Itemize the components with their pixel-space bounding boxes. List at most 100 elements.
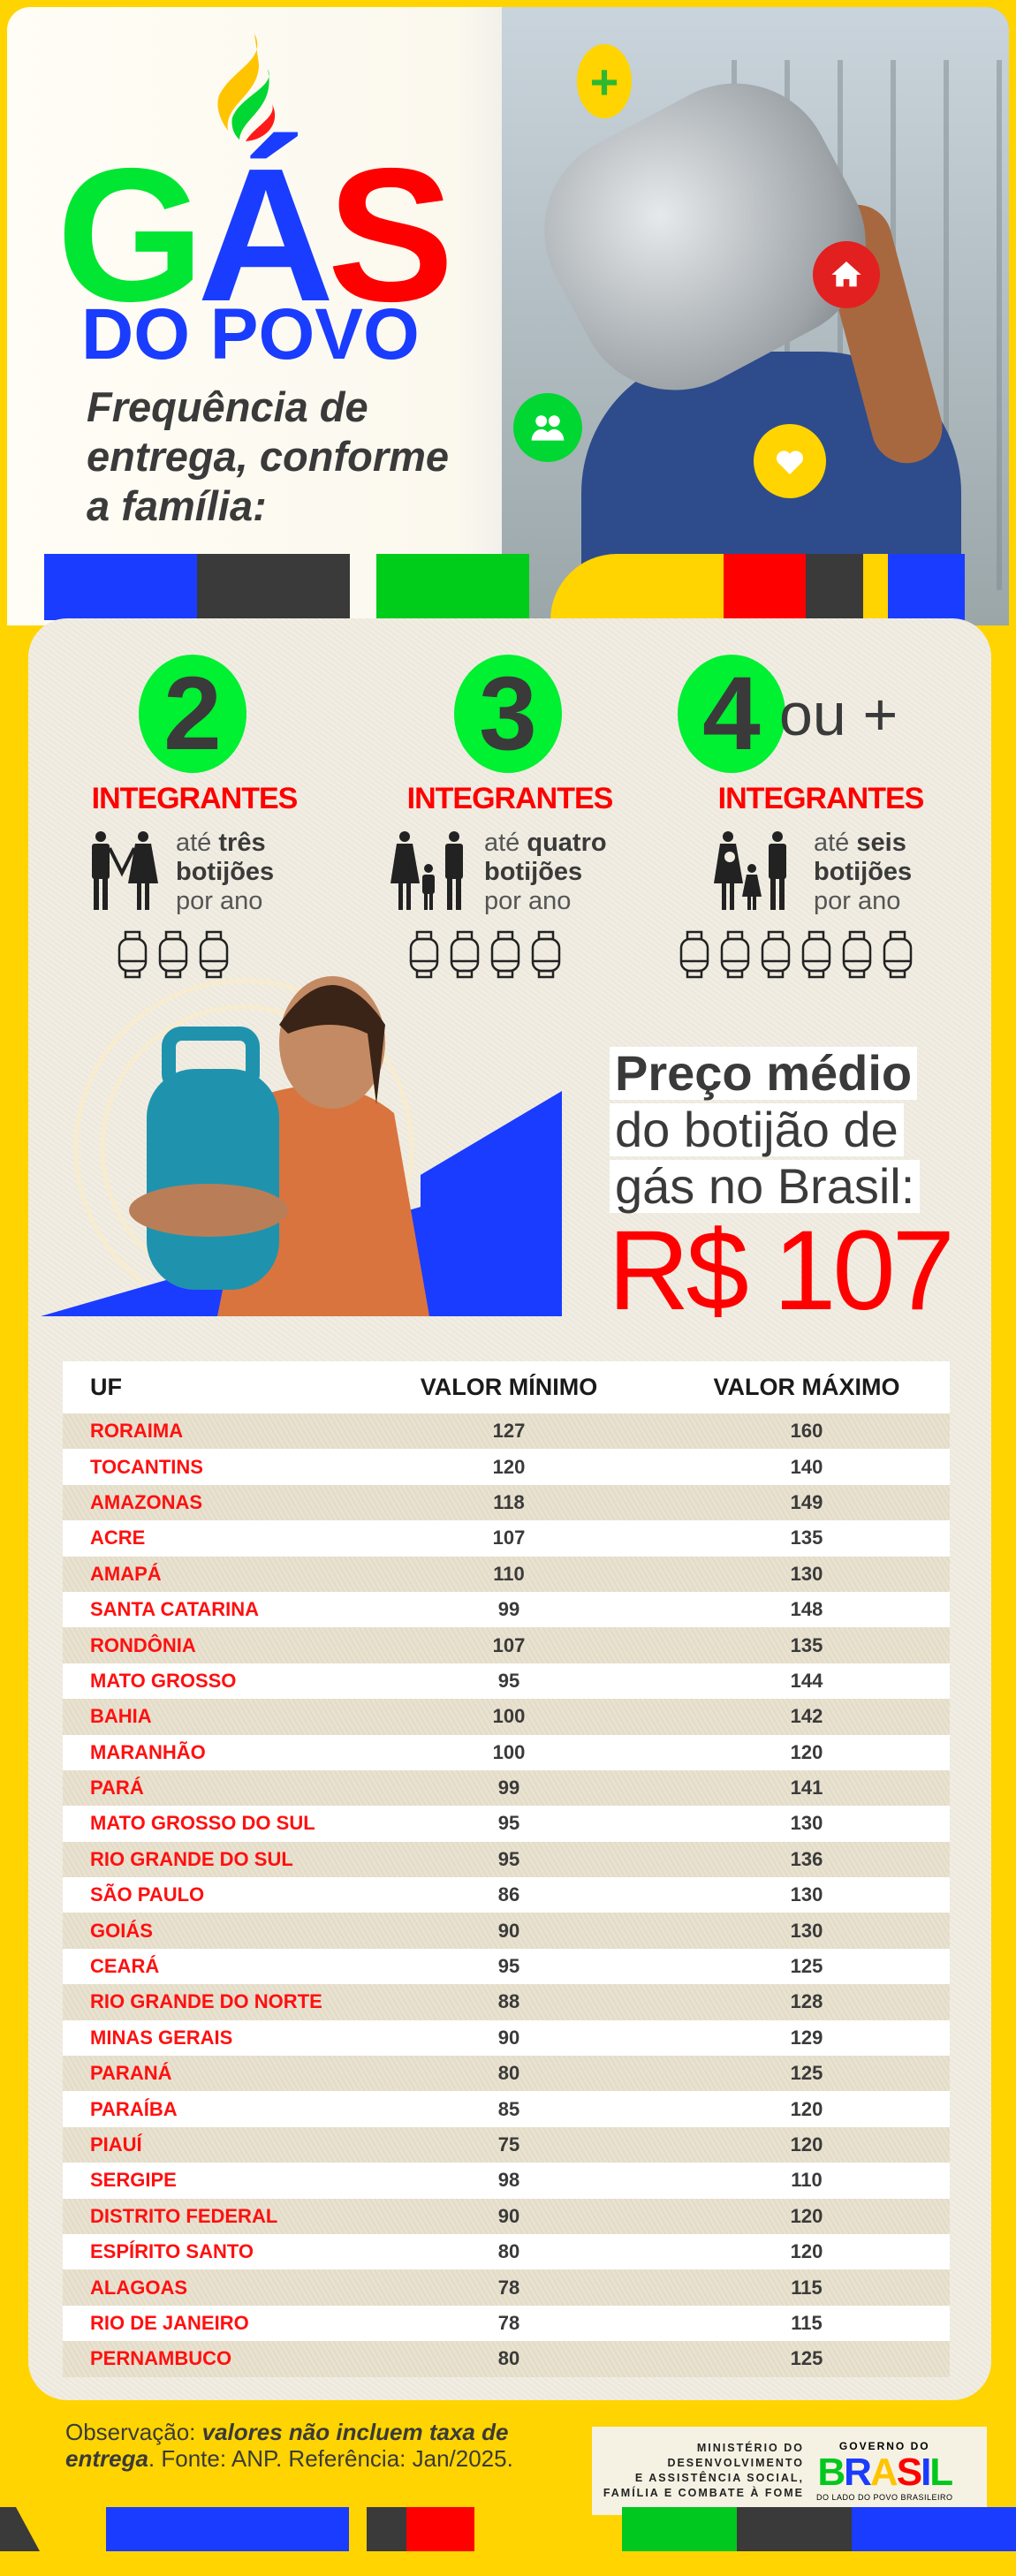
max-value: 135 — [790, 1633, 823, 1656]
tier-number: 4 — [678, 655, 785, 773]
woman-holding-cylinder-photo — [41, 945, 562, 1316]
max-value: 149 — [790, 1490, 823, 1513]
state-name: ACRE — [90, 1527, 146, 1549]
government-logo: MINISTÉRIO DO DESENVOLVIMENTO E ASSISTÊNCI… — [592, 2427, 987, 2515]
family-large-icon — [714, 831, 786, 910]
min-value: 90 — [497, 2026, 520, 2049]
price-line: gás no Brasil: — [610, 1160, 921, 1213]
min-value: 98 — [497, 2169, 520, 2192]
cylinder-row — [408, 930, 562, 980]
min-value: 107 — [492, 1633, 526, 1656]
max-value: 129 — [790, 2026, 823, 2049]
min-value: 88 — [497, 1990, 520, 2013]
header-uf: UF — [90, 1374, 122, 1400]
tier-label: INTEGRANTES — [406, 782, 614, 815]
min-value: 118 — [493, 1490, 525, 1513]
footnote: Observação: valores não incluem taxa de … — [65, 2419, 513, 2472]
max-value: 136 — [790, 1847, 823, 1870]
ministry-name: MINISTÉRIO DO DESENVOLVIMENTO E ASSISTÊNCI… — [603, 2442, 804, 2499]
max-value: 141 — [790, 1777, 823, 1799]
table-row: PIAUÍ 75 120 — [63, 2126, 950, 2163]
header-max: VALOR MÁXIMO — [713, 1374, 900, 1400]
table-row: RONDÔNIA 107 135 — [63, 1627, 950, 1663]
table-row: ALAGOAS 78 115 — [63, 2269, 950, 2306]
max-value: 148 — [790, 1598, 823, 1621]
table-row: RIO GRANDE DO SUL 95 136 — [63, 1841, 950, 1878]
max-value: 130 — [790, 1562, 823, 1585]
state-name: PARAÍBA — [90, 2097, 178, 2120]
color-bar — [376, 554, 529, 620]
max-value: 128 — [790, 1990, 823, 2013]
color-bar — [550, 554, 724, 620]
tier-description: até quatro botijões por ano — [484, 829, 607, 915]
min-value: 100 — [492, 1740, 526, 1763]
state-name: SÃO PAULO — [90, 1883, 205, 1906]
gas-cylinder-icon — [842, 930, 872, 979]
logo-do-povo: DO POVO — [81, 294, 420, 375]
max-value: 115 — [791, 2276, 823, 2299]
price-line: Preço médio — [610, 1047, 918, 1100]
state-name: AMAZONAS — [90, 1490, 203, 1513]
subtitle: Frequência de entrega, conforme a famíli… — [87, 383, 546, 531]
table-row: PARANÁ 80 125 — [63, 2056, 950, 2092]
min-value: 95 — [497, 1669, 520, 1692]
gas-cylinder-icon — [761, 930, 791, 979]
average-price-label: Preço médio do botijão de gás no Brasil: — [610, 1047, 945, 1216]
cylinder-row — [679, 930, 914, 980]
table-body: RORAIMA 127 160 TOCANTINS 120 140 AMAZONAS 118 1… — [63, 1413, 950, 2377]
table-row: RIO GRANDE DO NORTE 88 128 — [63, 1984, 950, 2020]
gas-cylinder-icon — [409, 930, 439, 979]
max-value: 130 — [790, 1883, 823, 1906]
min-value: 95 — [497, 1955, 520, 1978]
table-row: CEARÁ 95 125 — [63, 1948, 950, 1985]
couple-icon — [92, 831, 158, 910]
min-value: 95 — [497, 1812, 520, 1835]
gas-cylinder-icon — [118, 930, 148, 979]
house-icon — [813, 241, 880, 308]
tier-number: 2 — [139, 655, 246, 773]
logo-gas: GÁS — [57, 128, 454, 341]
color-bar — [737, 2507, 852, 2551]
gas-cylinder-icon — [199, 930, 229, 979]
state-name: PARANÁ — [90, 2062, 172, 2085]
state-name: RIO GRANDE DO NORTE — [90, 1990, 322, 2013]
table-row: DISTRITO FEDERAL 90 120 — [63, 2198, 950, 2234]
gas-cylinder-icon — [450, 930, 480, 979]
state-name: AMAPÁ — [90, 1562, 162, 1585]
gas-cylinder-icon — [158, 930, 188, 979]
color-bar — [622, 2507, 737, 2551]
state-name: BAHIA — [90, 1705, 152, 1728]
state-name: MARANHÃO — [90, 1740, 206, 1763]
min-value: 110 — [493, 1562, 525, 1585]
hero-banner: + GÁS DO POVO Frequência de entrega, con… — [7, 7, 1009, 625]
flame-icon — [217, 34, 276, 141]
color-bar — [724, 554, 806, 620]
table-row: SANTA CATARINA 99 148 — [63, 1591, 950, 1628]
state-name: RIO GRANDE DO SUL — [90, 1847, 293, 1870]
table-row: SERGIPE 98 110 — [63, 2163, 950, 2199]
min-value: 99 — [497, 1598, 520, 1621]
color-bar — [106, 2507, 349, 2551]
tier-suffix: ou + — [779, 681, 898, 748]
max-value: 120 — [790, 2204, 823, 2227]
min-value: 90 — [497, 2204, 520, 2227]
table-row: MARANHÃO 100 120 — [63, 1734, 950, 1770]
tier-label: INTEGRANTES — [717, 782, 925, 815]
table-row: AMAPÁ 110 130 — [63, 1556, 950, 1592]
tier-number: 3 — [454, 655, 562, 773]
price-table: UF VALOR MÍNIMO VALOR MÁXIMO RORAIMA 127 1… — [63, 1361, 950, 2377]
max-value: 140 — [790, 1455, 823, 1478]
table-row: ACRE 107 135 — [63, 1520, 950, 1557]
color-bar — [806, 554, 863, 620]
tier-label: INTEGRANTES — [91, 782, 299, 815]
governo-brasil-logo: GOVERNO DO BRASIL DO LADO DO POVO BRASIL… — [816, 2440, 953, 2502]
color-bar — [44, 554, 197, 620]
family-three-icon — [390, 831, 463, 910]
max-value: 125 — [790, 2347, 823, 2370]
tier-description: até seis botijões por ano — [814, 829, 913, 915]
table-row: ESPÍRITO SANTO 80 120 — [63, 2233, 950, 2270]
table-row: RORAIMA 127 160 — [63, 1413, 950, 1450]
subtitle-line: entrega, conforme — [87, 433, 450, 480]
min-value: 127 — [492, 1420, 526, 1443]
min-value: 90 — [497, 1919, 520, 1942]
